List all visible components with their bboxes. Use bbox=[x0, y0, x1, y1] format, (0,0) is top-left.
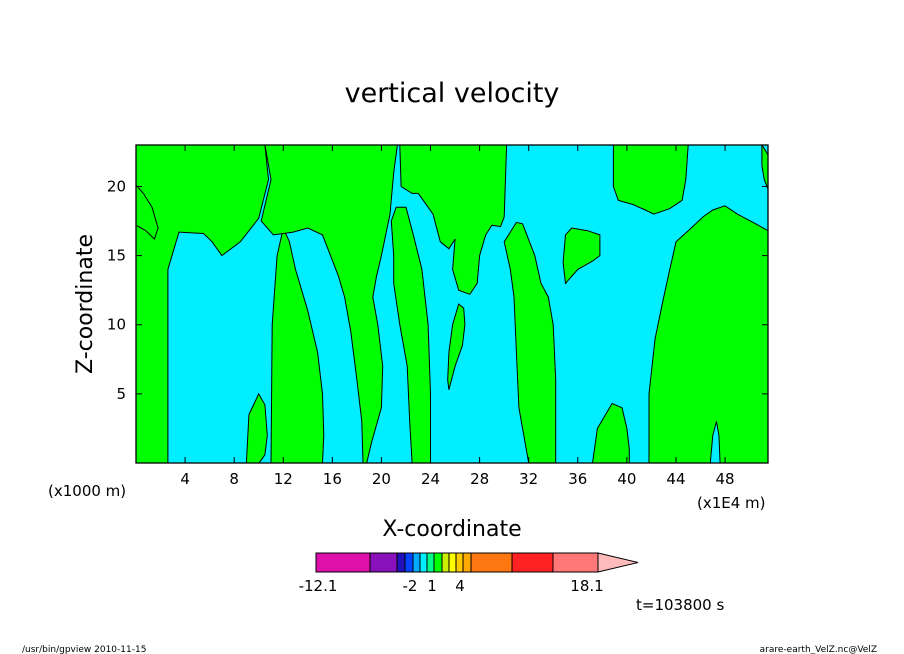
y-axis-ticks: 5 10 15 20 bbox=[107, 177, 768, 403]
x-tick-label: 16 bbox=[323, 470, 342, 488]
upward-region-5 bbox=[399, 145, 508, 295]
colorbar-segment-0 bbox=[315, 552, 371, 573]
upward-region-13 bbox=[761, 145, 768, 190]
x-unit-right: (x1E4 m) bbox=[697, 494, 766, 512]
x-unit-left: (x1000 m) bbox=[48, 482, 126, 500]
x-tick-label: 4 bbox=[180, 470, 190, 488]
upward-region-8 bbox=[503, 221, 557, 463]
upward-region-1 bbox=[136, 184, 159, 240]
x-axis-ticks: 4 8 12 16 20 24 28 32 36 40 44 48 bbox=[180, 145, 735, 488]
colorbar-max-label: 18.1 bbox=[570, 577, 603, 595]
y-tick-label: 20 bbox=[107, 177, 126, 195]
chart-title: vertical velocity bbox=[345, 78, 560, 109]
upward-region-0 bbox=[136, 145, 270, 463]
x-tick-label: 12 bbox=[274, 470, 293, 488]
upward-region-10 bbox=[591, 402, 630, 463]
colorbar-segment-5 bbox=[419, 552, 428, 573]
x-tick-label: 8 bbox=[229, 470, 239, 488]
x-tick-label: 24 bbox=[421, 470, 440, 488]
colorbar-segment-11 bbox=[462, 552, 472, 573]
upward-region-2 bbox=[245, 392, 268, 463]
x-tick-label: 36 bbox=[568, 470, 587, 488]
colorbar-segment-8 bbox=[441, 552, 450, 573]
x-tick-label: 20 bbox=[372, 470, 391, 488]
colorbar-tick-label: 4 bbox=[455, 577, 465, 595]
colorbar-segment-13 bbox=[511, 552, 554, 573]
x-axis-label: X-coordinate bbox=[382, 517, 521, 542]
y-axis-label: Z-coordinate bbox=[73, 234, 98, 374]
upward-region-6 bbox=[447, 303, 466, 390]
footer-left: /usr/bin/gpview 2010-11-15 bbox=[22, 645, 146, 654]
colorbar-segment-3 bbox=[404, 552, 414, 573]
colorbar-segment-12 bbox=[470, 552, 513, 573]
upward-region-11 bbox=[648, 205, 768, 463]
colorbar-segment-10 bbox=[455, 552, 464, 573]
contour-regions bbox=[136, 145, 768, 463]
colorbar-arrow bbox=[597, 552, 639, 573]
colorbar-segment-14 bbox=[552, 552, 599, 573]
x-tick-label: 32 bbox=[519, 470, 538, 488]
y-tick-label: 5 bbox=[116, 385, 126, 403]
colorbar-segment-7 bbox=[433, 552, 443, 573]
y-tick-label: 10 bbox=[107, 316, 126, 334]
colorbar: -2 1 4 bbox=[315, 552, 639, 595]
colorbar-tick-label: 1 bbox=[427, 577, 437, 595]
colorbar-segment-2 bbox=[396, 552, 406, 573]
upward-region-4 bbox=[260, 145, 398, 463]
colorbar-segment-1 bbox=[369, 552, 398, 573]
colorbar-segment-4 bbox=[412, 552, 421, 573]
x-tick-label: 44 bbox=[666, 470, 685, 488]
x-tick-label: 48 bbox=[716, 470, 735, 488]
x-tick-label: 28 bbox=[470, 470, 489, 488]
colorbar-segment-6 bbox=[426, 552, 435, 573]
upward-region-9 bbox=[562, 227, 601, 285]
upward-region-7 bbox=[390, 206, 431, 463]
upward-region-3 bbox=[270, 226, 325, 463]
y-tick-label: 15 bbox=[107, 247, 126, 265]
plot-frame bbox=[135, 144, 769, 464]
colorbar-tick-label: -2 bbox=[403, 577, 418, 595]
time-label: t=103800 s bbox=[636, 596, 724, 614]
x-tick-label: 40 bbox=[617, 470, 636, 488]
colorbar-min-label: -12.1 bbox=[299, 577, 338, 595]
colorbar-segment-9 bbox=[448, 552, 457, 573]
footer-right: arare-earth_VelZ.nc@VelZ bbox=[760, 645, 877, 654]
upward-region-12 bbox=[612, 145, 689, 215]
